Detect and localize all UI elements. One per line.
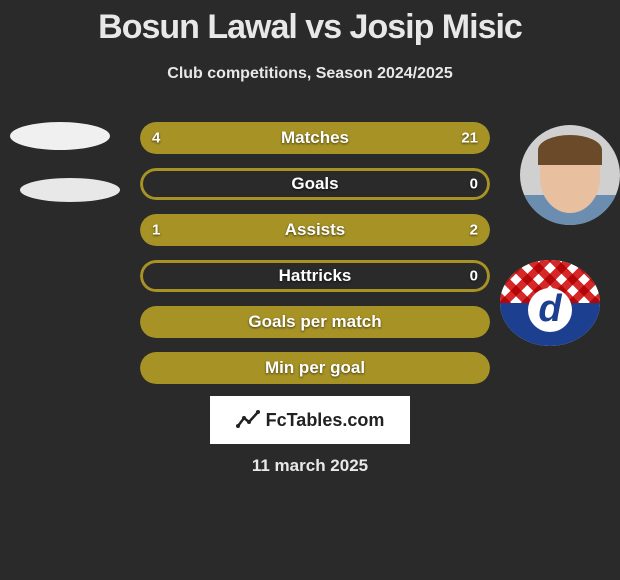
stat-row: Matches 4 21 bbox=[140, 122, 490, 154]
avatar-hair bbox=[538, 135, 602, 165]
branding-text: FcTables.com bbox=[266, 410, 385, 431]
stat-label: Hattricks bbox=[279, 266, 352, 286]
stat-value-left: 4 bbox=[152, 130, 160, 147]
stat-value-right: 0 bbox=[470, 176, 478, 193]
fctables-icon bbox=[236, 408, 260, 432]
player-right-avatar bbox=[520, 125, 620, 225]
stat-row: Assists 1 2 bbox=[140, 214, 490, 246]
stat-label: Goals per match bbox=[248, 312, 381, 332]
club-left-crest bbox=[20, 178, 120, 202]
stat-label: Goals bbox=[291, 174, 338, 194]
stat-label: Assists bbox=[285, 220, 345, 240]
stat-value-right: 2 bbox=[470, 222, 478, 239]
crest-letter: d bbox=[528, 288, 572, 332]
club-right-crest: d bbox=[500, 260, 600, 346]
stat-row: Goals per match bbox=[140, 306, 490, 338]
stat-row: Hattricks 0 bbox=[140, 260, 490, 292]
player-left-avatar bbox=[10, 122, 110, 150]
stat-row: Min per goal bbox=[140, 352, 490, 384]
stat-value-right: 0 bbox=[470, 268, 478, 285]
subtitle: Club competitions, Season 2024/2025 bbox=[0, 65, 620, 83]
date-text: 11 march 2025 bbox=[252, 456, 368, 476]
page-title: Bosun Lawal vs Josip Misic bbox=[0, 0, 620, 47]
stat-row: Goals 0 bbox=[140, 168, 490, 200]
stat-label: Matches bbox=[281, 128, 349, 148]
branding-badge: FcTables.com bbox=[210, 396, 410, 444]
comparison-bars: Matches421Goals0Assists12Hattricks0Goals… bbox=[140, 122, 490, 398]
stat-value-right: 21 bbox=[461, 130, 478, 147]
bar-fill-left bbox=[140, 122, 196, 154]
stat-value-left: 1 bbox=[152, 222, 160, 239]
stat-label: Min per goal bbox=[265, 358, 365, 378]
